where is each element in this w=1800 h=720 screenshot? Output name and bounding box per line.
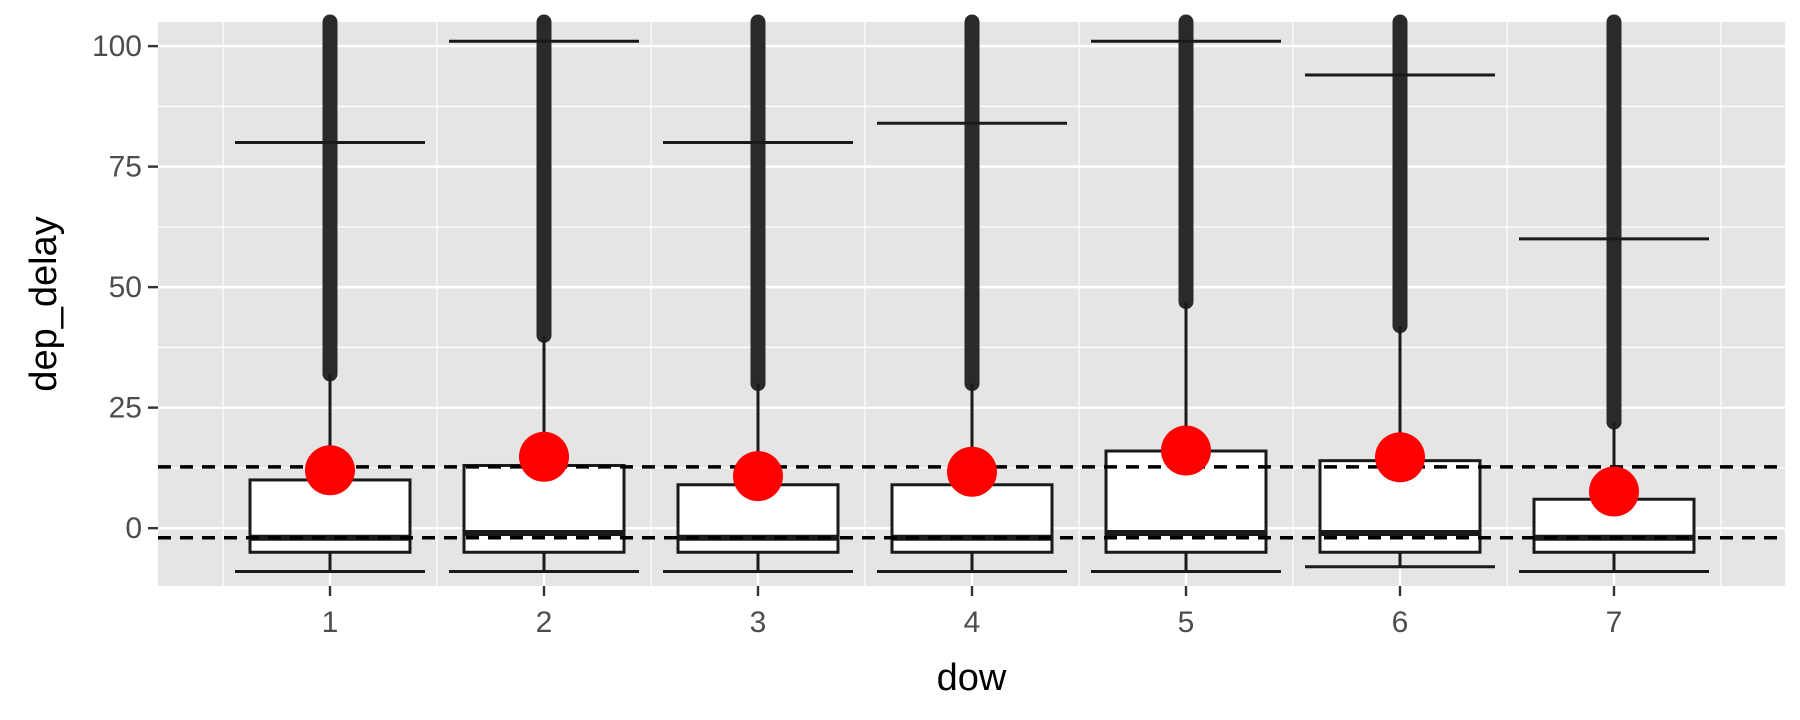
box-group-1 bbox=[235, 14, 425, 574]
mean-point bbox=[519, 431, 569, 482]
mean-point bbox=[305, 445, 355, 496]
y-tick-label: 50 bbox=[109, 271, 142, 304]
mean-point bbox=[947, 446, 997, 497]
x-tick-label: 4 bbox=[964, 606, 981, 639]
y-tick-label: 100 bbox=[92, 30, 142, 63]
x-axis-title: dow bbox=[937, 657, 1007, 699]
y-axis-title: dep_delay bbox=[23, 216, 65, 391]
y-tick-label: 75 bbox=[109, 151, 142, 184]
y-tick-label: 25 bbox=[109, 392, 142, 425]
mean-point bbox=[733, 451, 783, 502]
x-tick-label: 1 bbox=[322, 606, 339, 639]
axis-layer: 0 25 50 75 100 1 2 3 4 5 6 7 bbox=[92, 30, 1622, 639]
x-tick-label: 6 bbox=[1392, 606, 1409, 639]
x-tick-label: 7 bbox=[1606, 606, 1623, 639]
x-tick-label: 2 bbox=[536, 606, 553, 639]
mean-point bbox=[1589, 466, 1639, 517]
box-group-7 bbox=[1519, 14, 1709, 574]
mean-points-layer bbox=[305, 425, 1639, 517]
mean-point bbox=[1375, 432, 1425, 483]
x-tick-label: 5 bbox=[1178, 606, 1195, 639]
boxes-layer bbox=[235, 14, 1709, 574]
mean-point bbox=[1161, 425, 1211, 476]
x-tick-label: 3 bbox=[750, 606, 767, 639]
reference-lines-layer bbox=[158, 465, 1785, 540]
y-tick-label: 0 bbox=[125, 512, 142, 545]
box-group-5 bbox=[1091, 14, 1281, 574]
